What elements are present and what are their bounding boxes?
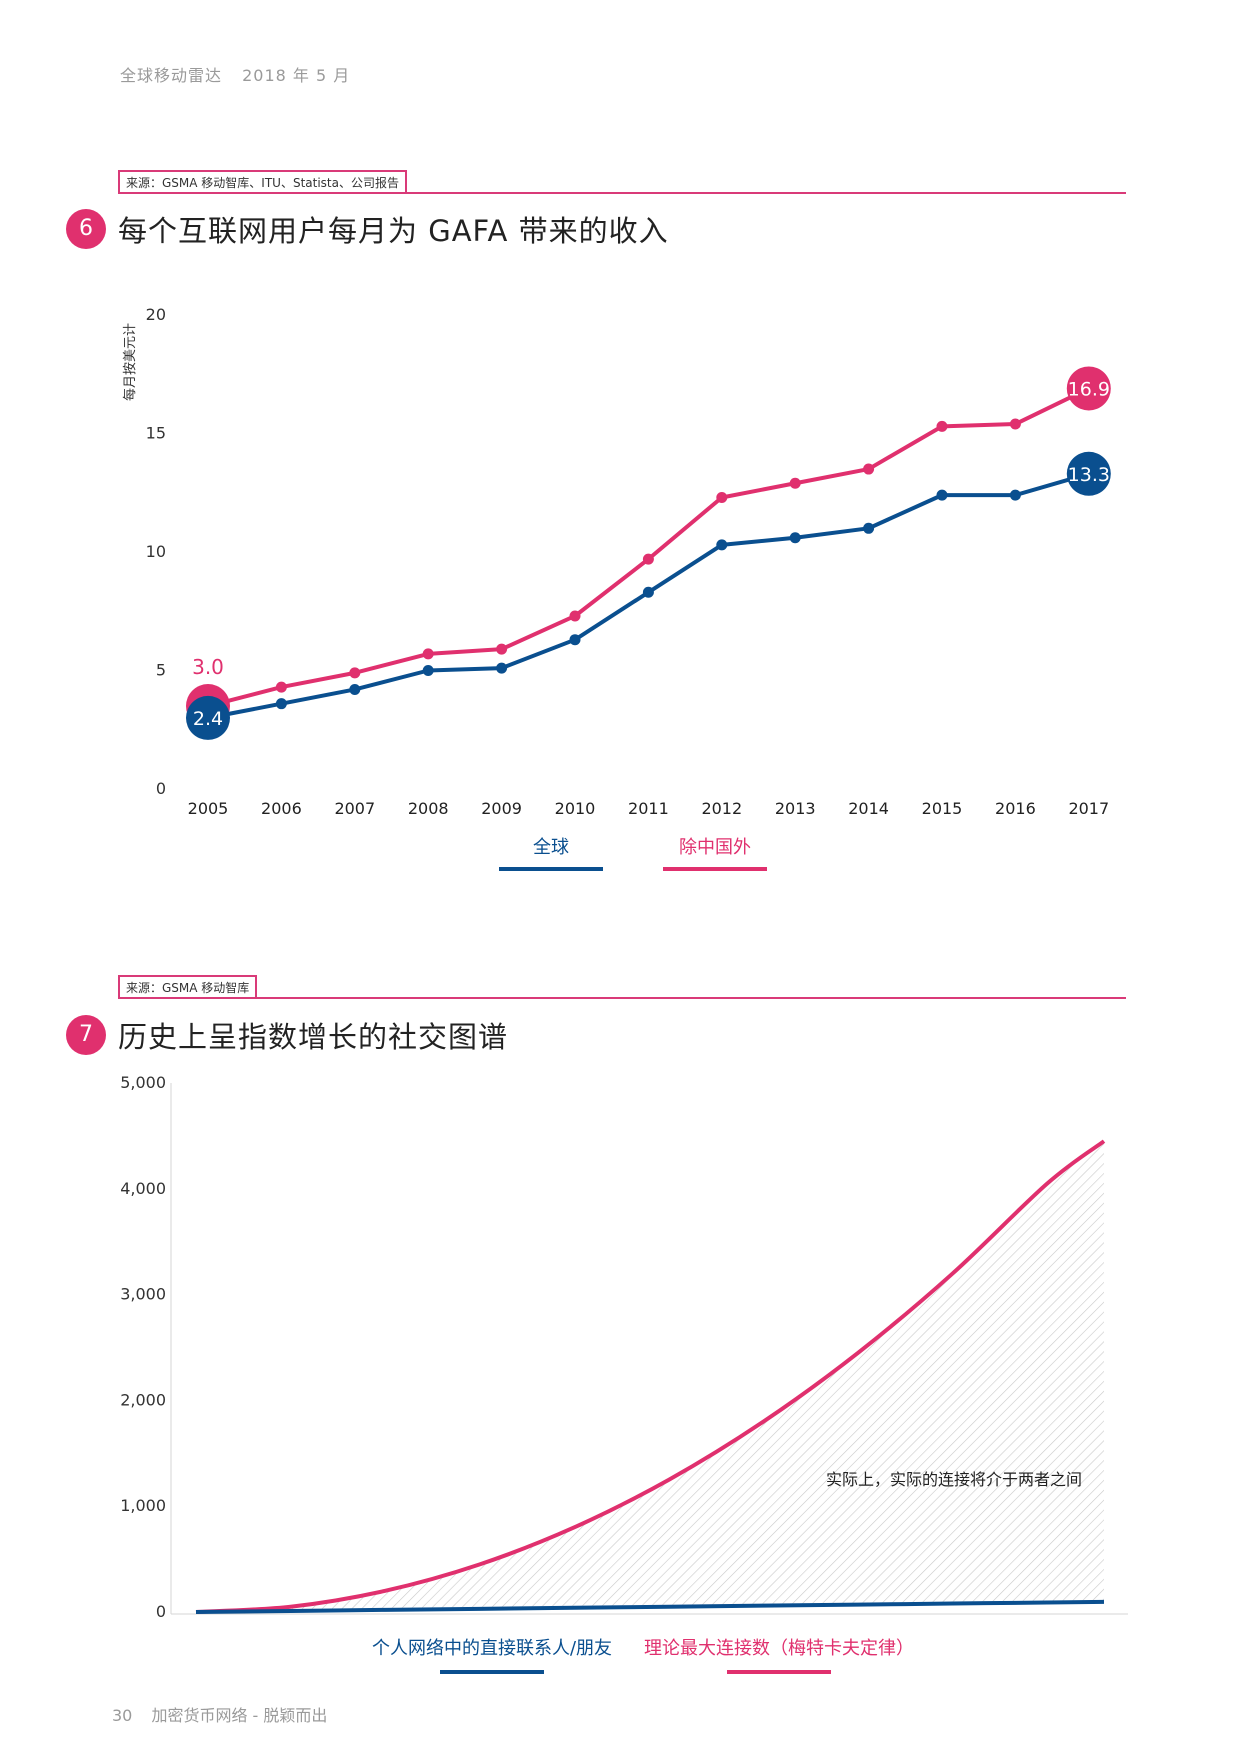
chart6-y-axis-label: 每月按美元计 <box>122 323 138 401</box>
chart6-data-point <box>569 634 581 646</box>
chart6-start-bubble-blue <box>186 695 230 740</box>
chart7-svg: 0 1,000 2,000 3,000 4,000 5,000 实际上，实际的连接将介于两者… <box>120 1073 1128 1674</box>
chart6-y-tick-label: 5 <box>156 661 166 680</box>
chart7-y-tick-label: 0 <box>156 1602 166 1621</box>
chart6-end-bubble-pink <box>1066 366 1111 411</box>
chart6-data-point <box>1009 418 1021 430</box>
chart6-start-label-pink: 3.0 <box>192 655 224 679</box>
chart6-rule <box>118 192 1126 194</box>
chart6-source: 来源：GSMA 移动智库、ITU、Statista、公司报告 <box>118 170 407 192</box>
chart7-y-tick-label: 5,000 <box>120 1073 166 1092</box>
chart6-data-point <box>716 491 728 503</box>
footer-text: 加密货币网络 - 脱颖而出 <box>151 1706 328 1725</box>
chart7-annotation: 实际上，实际的连接将介于两者之间 <box>826 1470 1082 1489</box>
chart6-x-tick-label: 2012 <box>701 799 742 818</box>
chart6-x-tick-label: 2006 <box>261 799 302 818</box>
chart6-x-tick-label: 2014 <box>848 799 889 818</box>
chart6-x-tick-label: 2017 <box>1068 799 1109 818</box>
chart7-y-tick-label: 4,000 <box>120 1179 166 1198</box>
chart7-legend-label: 理论最大连接数（梅特卡夫定律） <box>644 1638 914 1659</box>
chart6-end-bubble-blue <box>1066 451 1111 496</box>
chart7-series-line-direct <box>195 1599 1105 1614</box>
chart6-x-tick-label: 2011 <box>628 799 669 818</box>
chart7-number-badge: 7 <box>66 1015 106 1055</box>
chart6-y-tick-label: 10 <box>146 542 166 561</box>
chart7-area-between <box>196 1141 1104 1612</box>
chart7-y-tick-label: 3,000 <box>120 1285 166 1304</box>
chart6-data-point <box>936 489 948 501</box>
report-name: 全球移动雷达 <box>120 66 223 85</box>
chart6-data-point <box>275 681 287 693</box>
chart7-title: 历史上呈指数增长的社交图谱 <box>118 1020 509 1054</box>
chart6-data-point <box>569 610 581 622</box>
chart6-data-point <box>789 477 801 489</box>
chart7-source: 来源：GSMA 移动智库 <box>118 975 258 997</box>
chart6-x-tick-label: 2016 <box>995 799 1036 818</box>
chart6-data-point <box>863 463 875 475</box>
chart6-data-point <box>936 420 948 432</box>
chart6-y-tick-label: 0 <box>156 779 166 798</box>
chart6-data-point <box>789 532 801 544</box>
chart7-series-line-metcalfe <box>195 1139 1106 1614</box>
chart6-end-label-blue: 13.3 <box>1068 464 1110 486</box>
chart6-title: 每个互联网用户每月为 GAFA 带来的收入 <box>118 214 669 248</box>
chart6-data-point <box>275 698 287 710</box>
chart6-data-point <box>1009 489 1021 501</box>
page-footer: 30 加密货币网络 - 脱颖而出 <box>112 1702 327 1726</box>
chart6-data-point <box>496 643 508 655</box>
chart6-end-label-pink: 16.9 <box>1068 378 1110 400</box>
chart6-data-point <box>422 648 434 660</box>
chart6-start-label-blue: 2.4 <box>193 708 223 730</box>
chart6-data-point <box>642 553 654 565</box>
chart6-data-point <box>496 662 508 674</box>
chart6-legend-label: 除中国外 <box>679 837 751 858</box>
chart6-data-point <box>349 683 361 695</box>
page-number: 30 <box>112 1706 133 1725</box>
chart6-data-point <box>422 665 434 676</box>
chart7-y-tick-label: 1,000 <box>120 1496 166 1515</box>
chart6-data-point <box>642 586 654 598</box>
chart6-x-tick-label: 2015 <box>922 799 963 818</box>
chart6-y-tick-label: 20 <box>146 305 166 324</box>
chart6-svg: 每月按美元计 0 5 10 15 20 2005 2006 2007 2008 2009 2010 20… <box>122 305 1111 871</box>
chart7-rule <box>118 997 1126 999</box>
chart7-legend-label: 个人网络中的直接联系人/朋友 <box>372 1638 612 1659</box>
chart6-data-point <box>349 667 361 679</box>
chart6-number-badge: 6 <box>66 209 106 249</box>
chart6-y-tick-label: 15 <box>146 424 166 443</box>
chart6-x-tick-label: 2010 <box>555 799 596 818</box>
chart7-y-tick-label: 2,000 <box>120 1390 166 1409</box>
report-date: 2018 年 5 月 <box>242 66 351 85</box>
chart6-legend-label: 全球 <box>533 837 569 858</box>
chart6-data-point <box>863 522 875 534</box>
chart6-x-tick-label: 2005 <box>188 799 229 818</box>
chart6-x-tick-label: 2007 <box>334 799 375 818</box>
page-header: 全球移动雷达 2018 年 5 月 <box>120 62 364 86</box>
chart6-x-tick-label: 2013 <box>775 799 816 818</box>
chart6-data-point <box>716 539 728 551</box>
chart6-x-tick-label: 2009 <box>481 799 522 818</box>
chart6-x-tick-label: 2008 <box>408 799 449 818</box>
